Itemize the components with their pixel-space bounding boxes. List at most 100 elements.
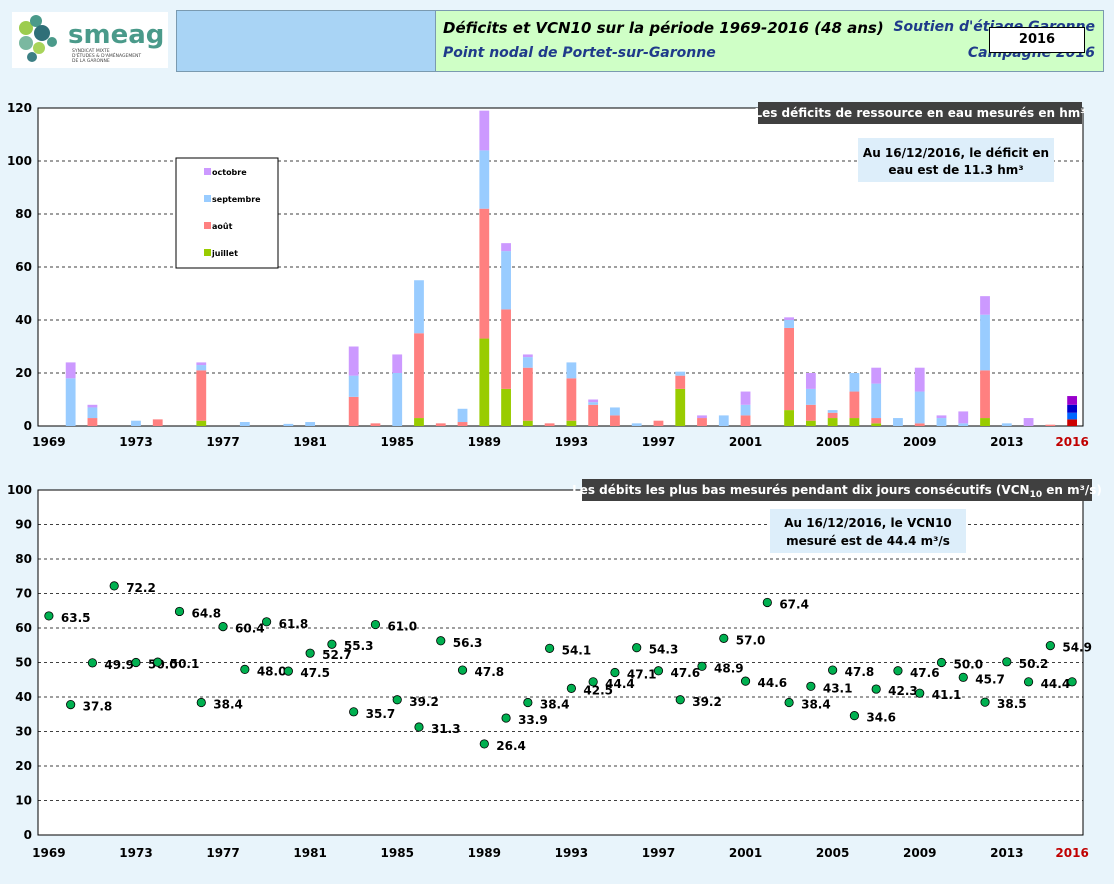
label-vcn10-1976: 38.4	[213, 698, 243, 712]
bar-septembre-2016	[1067, 404, 1078, 413]
bar-aout-2003	[784, 327, 794, 411]
point-vcn10-1977	[218, 622, 228, 632]
deficit-note-line-2: eau est de 11.3 hm³	[888, 163, 1023, 177]
x-tick-deficit-1989: 1989	[468, 435, 501, 449]
bar-juillet-1993	[566, 420, 577, 426]
bar-aout-1999	[697, 418, 707, 426]
bar-aout-2006	[849, 391, 860, 419]
point-vcn10-1992	[545, 643, 555, 653]
y-tick-vcn10: 90	[15, 518, 32, 532]
logo-graphic: smeag SYNDICAT MIXTE D'ÉTUDES & D'AMÉNAG…	[19, 15, 164, 64]
legend-swatch-septembre	[204, 195, 211, 202]
point-vcn10-1973	[131, 657, 141, 668]
label-vcn10-2014: 44.4	[1041, 677, 1071, 691]
point-vcn10-2001	[740, 676, 751, 686]
label-vcn10-1995: 47.1	[627, 668, 657, 682]
label-vcn10-2012: 38.5	[997, 697, 1027, 711]
label-vcn10-1983: 35.7	[366, 707, 396, 721]
bar-aout-1995	[610, 415, 620, 426]
bar-septembre-1971	[87, 407, 98, 419]
x-tick-deficit-1981: 1981	[293, 435, 326, 449]
vcn10-note-box	[770, 509, 966, 553]
logo-text: smeag	[68, 20, 164, 50]
y-tick-vcn10: 80	[15, 552, 32, 566]
y-tick-deficit: 0	[24, 419, 32, 433]
x-tick-deficit-1977: 1977	[206, 435, 239, 449]
label-vcn10-2006: 34.6	[866, 711, 896, 725]
vcn10-note-line-2: mesuré est de 44.4 m³/s	[786, 534, 950, 548]
label-vcn10-1991: 38.4	[540, 698, 570, 712]
bar-octobre-2012	[980, 296, 990, 315]
bar-septembre-1995	[610, 407, 620, 416]
bar-aout-2009	[914, 423, 925, 426]
legend-swatch-aout	[204, 222, 211, 229]
bar-octobre-1999	[697, 415, 707, 419]
label-vcn10-1996: 54.3	[649, 643, 679, 657]
bar-juillet-2004	[805, 420, 816, 426]
x-tick-deficit-2001: 2001	[729, 435, 762, 449]
legend-swatch-octobre	[204, 168, 211, 175]
x-tick-vcn10-1993: 1993	[555, 846, 588, 860]
label-vcn10-1999: 48.9	[714, 661, 744, 675]
point-vcn10-2000	[719, 633, 729, 643]
bar-aout-1984	[370, 423, 381, 426]
bar-aout-1974	[152, 419, 163, 426]
point-vcn10-1980	[283, 666, 293, 676]
label-vcn10-1973: 50.0	[148, 658, 178, 672]
point-vcn10-1997	[653, 666, 664, 676]
bar-aout-2007	[871, 418, 882, 424]
point-vcn10-1987	[436, 636, 446, 646]
bar-juillet-1989	[479, 338, 490, 426]
bar-septembre-1998	[675, 371, 686, 376]
bar-octobre-1994	[588, 399, 599, 403]
label-vcn10-1972: 72.2	[126, 581, 156, 595]
legend-label-aout: août	[212, 222, 233, 231]
deficit-title: Les déficits de ressource en eau mesurés…	[754, 106, 1085, 120]
y-tick-vcn10: 70	[15, 587, 32, 601]
y-tick-vcn10: 30	[15, 725, 32, 739]
bar-septembre-2000	[718, 415, 729, 426]
bar-octobre-1985	[392, 354, 403, 373]
label-vcn10-1975: 64.8	[192, 606, 222, 620]
label-vcn10-1998: 39.2	[692, 695, 722, 709]
point-vcn10-1979	[261, 617, 272, 627]
bar-juillet-2012	[980, 418, 990, 426]
x-tick-vcn10-1997: 1997	[642, 846, 675, 860]
bar-octobre-1989	[479, 110, 490, 151]
point-vcn10-2011	[958, 672, 968, 682]
y-tick-vcn10: 100	[7, 483, 32, 497]
bar-septembre-2006	[849, 373, 860, 392]
bar-aout-2005	[827, 412, 838, 419]
label-vcn10-1994: 44.4	[605, 677, 635, 691]
bar-aout-2004	[805, 404, 816, 421]
legend-swatch-juillet	[204, 249, 211, 256]
bar-septembre-2005	[827, 410, 838, 413]
x-tick-vcn10-2013: 2013	[990, 846, 1023, 860]
y-tick-deficit: 20	[15, 366, 32, 380]
label-vcn10-2005: 47.8	[845, 665, 875, 679]
point-vcn10-1990	[501, 713, 511, 723]
bar-aout-1971	[87, 418, 98, 426]
label-vcn10-2011: 45.7	[975, 672, 1005, 686]
point-vcn10-1998	[675, 695, 685, 705]
point-vcn10-1982	[327, 639, 337, 649]
point-vcn10-2015	[1045, 640, 1055, 651]
point-vcn10-1995	[610, 667, 620, 678]
bar-septembre-1985	[392, 373, 403, 426]
bar-octobre-2014	[1023, 418, 1034, 426]
bar-aout-2016	[1067, 412, 1078, 420]
label-vcn10-1974: 50.1	[170, 657, 200, 671]
bar-juillet-1990	[501, 388, 511, 426]
point-vcn10-1972	[109, 581, 119, 591]
legend-label-octobre: octobre	[212, 168, 247, 177]
label-vcn10-1970: 37.8	[83, 700, 113, 714]
bar-octobre-1990	[501, 243, 511, 252]
bar-aout-1976	[196, 370, 207, 421]
bar-septembre-2011	[958, 423, 969, 426]
y-tick-deficit: 100	[7, 154, 32, 168]
label-vcn10-1984: 61.0	[387, 620, 417, 634]
bar-aout-1991	[522, 367, 533, 421]
label-vcn10-1969: 63.5	[61, 611, 91, 625]
bar-aout-1987	[435, 423, 446, 426]
point-vcn10-1994	[588, 677, 598, 687]
